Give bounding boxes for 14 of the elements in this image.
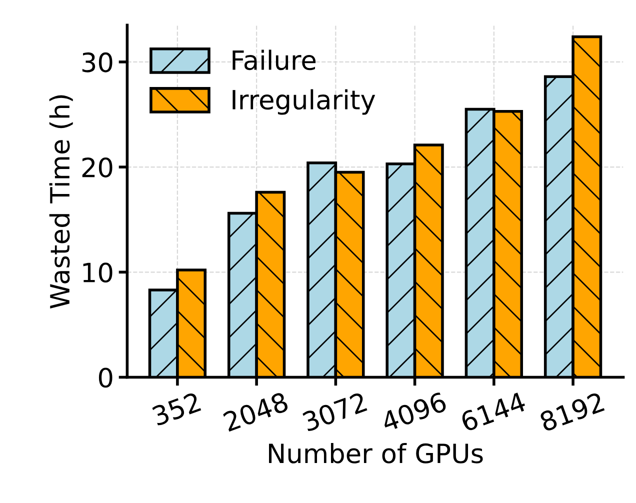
y-axis-title: Wasted Time (h) [49, 95, 73, 308]
x-tick-label: 4096 [380, 391, 448, 432]
y-tick-label: 0 [98, 368, 112, 388]
legend-label: Failure [232, 50, 316, 70]
y-tick-label: 10 [83, 262, 112, 283]
legend-label: Irregularity [232, 89, 376, 115]
y-tick-label: 30 [82, 52, 112, 72]
x-tick-label: 6144 [460, 391, 527, 432]
x-tick-label: 2048 [222, 392, 290, 432]
x-tick-label: 8192 [538, 392, 605, 432]
y-tick-label: 20 [82, 157, 112, 178]
x-tick-label: 352 [151, 392, 202, 426]
x-axis-title: Number of GPUs [269, 442, 483, 464]
x-tick-label: 3072 [302, 392, 368, 432]
